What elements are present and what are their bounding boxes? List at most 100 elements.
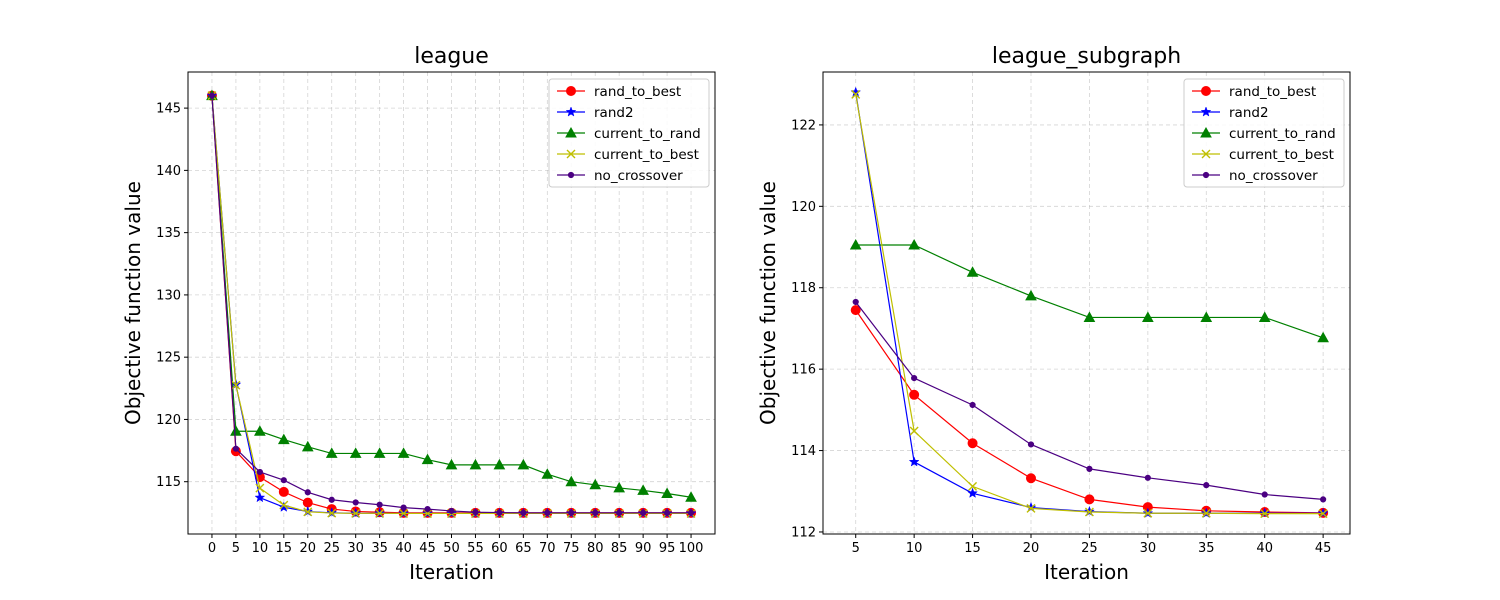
x-tick-label: 15: [276, 541, 293, 556]
data-point-no-crossover: [616, 509, 623, 516]
legend-marker: [1200, 106, 1212, 117]
x-tick-label: 95: [659, 541, 676, 556]
data-point-no-crossover: [496, 509, 503, 516]
data-point-current-to-rand: [445, 458, 458, 470]
data-point-current-to-rand: [966, 266, 979, 277]
legend-marker: [1200, 126, 1212, 138]
y-tick-label: 116: [791, 363, 816, 378]
data-point-current-to-rand: [301, 440, 314, 452]
x-tick-label: 5: [852, 541, 860, 556]
x-tick-label: 40: [1256, 541, 1273, 556]
y-tick-label: 114: [791, 444, 816, 459]
x-tick-label: 30: [1140, 541, 1157, 556]
legend-marker: [565, 106, 577, 117]
x-tick-label: 25: [323, 541, 340, 556]
legend-label: current_to_rand: [594, 126, 701, 142]
x-tick-label: 35: [371, 541, 388, 556]
data-point-no-crossover: [472, 509, 479, 516]
data-point-rand-to-best: [967, 438, 978, 449]
x-tick-label: 60: [491, 541, 508, 556]
data-point-current-to-best: [1201, 508, 1211, 518]
data-point-current-to-best: [303, 507, 313, 517]
x-tick-label: 0: [208, 541, 216, 556]
y-tick-label: 130: [156, 288, 181, 303]
data-point-rand-to-best: [909, 389, 920, 400]
x-tick-label: 50: [443, 541, 460, 556]
y-tick-label: 145: [156, 102, 181, 117]
data-point-no-crossover: [592, 509, 599, 516]
legend-label: rand2: [594, 105, 634, 121]
data-point-rand2: [1025, 501, 1037, 513]
legend-label: rand2: [1229, 105, 1269, 121]
data-point-current-to-rand: [1258, 311, 1271, 322]
data-point-current-to-rand: [589, 478, 602, 490]
legend-entry-current-to-best: current_to_best: [557, 147, 699, 163]
data-point-no-crossover: [969, 401, 976, 409]
y-tick-label: 125: [156, 351, 181, 366]
legend-entry-current-to-best: current_to_best: [1192, 147, 1334, 163]
x-tick-label: 45: [419, 541, 436, 556]
data-point-no-crossover: [911, 375, 918, 382]
x-tick-label: 30: [347, 541, 364, 556]
series-current-to-best: [851, 89, 1328, 519]
data-point-no-crossover: [1261, 491, 1268, 498]
legend-marker: [565, 126, 577, 138]
legend-entry-rand2: rand2: [557, 105, 634, 121]
data-point-no-crossover: [280, 477, 287, 484]
y-axis-label: Objective function value: [121, 181, 145, 425]
data-point-no-crossover: [568, 509, 575, 516]
legend: rand_to_best rand2 current_to_rand current_…: [1183, 78, 1345, 188]
legend-entry-no-crossover: no_crossover: [557, 168, 683, 184]
data-point-current-to-rand: [637, 484, 649, 495]
x-tick-label: 100: [679, 541, 704, 556]
y-tick-label: 118: [791, 281, 816, 296]
data-point-current-to-rand: [469, 458, 482, 470]
data-point-no-crossover: [424, 505, 431, 513]
data-point-current-to-best: [231, 380, 241, 390]
x-tick-label: 75: [563, 541, 580, 556]
y-axis-label: Objective function value: [756, 181, 780, 425]
x-tick-label: 80: [587, 541, 604, 556]
data-point-current-to-best: [423, 508, 433, 518]
x-tick-label: 20: [1023, 541, 1040, 556]
data-point-current-to-best: [851, 89, 861, 99]
data-point-current-to-rand: [1317, 331, 1329, 343]
data-point-current-to-rand: [541, 468, 554, 479]
data-point-current-to-rand: [1025, 289, 1037, 301]
legend-box: [1183, 78, 1345, 188]
data-point-no-crossover: [232, 445, 240, 452]
y-tick-label: 120: [156, 413, 181, 428]
legend-label: current_to_best: [1229, 147, 1334, 163]
x-axis-label: Iteration: [1044, 560, 1129, 584]
legend-entry-current-to-rand: current_to_rand: [557, 126, 701, 142]
data-point-no-crossover: [852, 298, 859, 306]
legend-box: [548, 78, 710, 188]
series-no-crossover: [852, 298, 1327, 503]
legend-label: current_to_best: [594, 147, 699, 163]
y-tick-label: 135: [156, 226, 181, 241]
legend-entry-no-crossover: no_crossover: [1192, 168, 1318, 184]
x-axis-label: Iteration: [409, 560, 494, 584]
y-tick-label: 115: [156, 475, 181, 490]
data-point-current-to-rand: [277, 433, 290, 445]
data-point-current-to-rand: [1200, 311, 1213, 322]
data-point-no-crossover: [1203, 482, 1210, 489]
series-current-to-rand: [849, 238, 1329, 343]
data-point-current-to-rand: [613, 481, 626, 493]
x-tick-label: 40: [395, 541, 412, 556]
data-point-current-to-best: [1026, 503, 1036, 513]
data-point-no-crossover: [208, 92, 216, 99]
x-tick-label: 35: [1198, 541, 1215, 556]
data-point-current-to-rand: [849, 238, 862, 250]
data-point-current-to-rand: [421, 453, 434, 465]
legend-label: rand_to_best: [594, 84, 681, 100]
y-tick-label: 140: [156, 164, 181, 179]
legend-marker: [566, 86, 576, 96]
legend-label: no_crossover: [1229, 168, 1318, 184]
data-point-current-to-rand: [1141, 311, 1154, 322]
x-tick-label: 10: [906, 541, 923, 556]
x-tick-label: 45: [1315, 541, 1332, 556]
data-point-current-to-rand: [661, 487, 673, 499]
data-point-no-crossover: [640, 509, 647, 516]
